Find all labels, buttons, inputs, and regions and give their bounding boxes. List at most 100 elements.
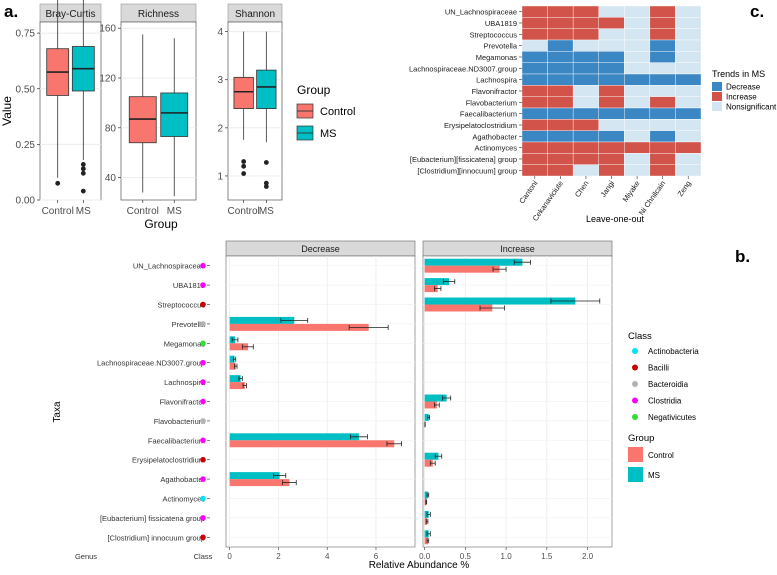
bar-prevotella-control (229, 323, 369, 331)
heatmap-cell-eubacterium-fissicatena-group-zeng (675, 153, 702, 165)
column-label-jangi: Jangi (598, 179, 616, 199)
taxon-label-eubacterium-fissicatena-group: [Eubacterium] fissicatena group (100, 514, 205, 523)
heatmap-cell-lachnospiraceae-nd3007-group-jangi (598, 62, 625, 75)
taxon-label-erysipelatoclostridium: Erysipelatoclostridium (132, 456, 205, 465)
row-label-flavonifractor: Flavonifractor (472, 87, 518, 96)
heatmap-cell-clostridium-innocuum-group-cekanaviciute (547, 164, 574, 177)
row-label-streptococcus: Streptococcus (469, 30, 517, 39)
heatmap-legend-title: Trends in MS (712, 69, 765, 79)
facet-label-decrease: Decrease (301, 244, 340, 254)
column-label-cantoni: Cantoni (517, 179, 539, 206)
heatmap-cell-flavobacterium-ni-chnilcain (649, 96, 676, 109)
row-label-actinomyces: Actinomyces (474, 144, 517, 153)
bar-faecalibacterium-control (229, 440, 395, 448)
heatmap-cell-prevotella-zeng (675, 39, 702, 52)
heatmap-cell-lachnospira-cekanaviciute (547, 73, 574, 86)
x-tick-label-increase: 1.5 (541, 552, 553, 561)
heatmap-cell-un-lachnospiraceae-ni-chnilcain (649, 5, 676, 18)
group-legend-label-control: Control (648, 451, 674, 460)
x-tick-label-shannon-ms: MS (259, 206, 274, 217)
x-tick-label-increase: 0.5 (460, 552, 472, 561)
class-legend-label-clostridia: Clostridia (648, 397, 682, 406)
heatmap-cell-streptococcus-ni-chnilcain (649, 28, 676, 41)
bar-prevotella-ms (229, 316, 295, 324)
heatmap-cell-eubacterium-fissicatena-group-chen (572, 153, 599, 165)
heatmap-cell-flavonifractor-cantoni (521, 85, 548, 97)
heatmap-cell-un-lachnospiraceae-chen (572, 5, 599, 18)
heatmap-legend-label-nonsignificant: Nonsignificant (726, 103, 777, 112)
outlier-point-bray-curtis-ms (80, 162, 86, 167)
heatmap-cell-uba1819-zeng (675, 17, 702, 29)
heatmap-cell-actinomyces-zeng (675, 141, 702, 154)
y-tick-label-bray-curtis: 0.50 (16, 84, 36, 95)
bar-flavonifractor-ms (424, 394, 447, 402)
taxon-label-clostridium-innocuum-group: [Clostridium] innocuum group (107, 533, 205, 542)
box-shannon-ms (256, 69, 277, 109)
heatmap-legend-key-nonsignificant (712, 102, 722, 111)
heatmap-cell-lachnospira-jangi (598, 73, 625, 86)
heatmap-cell-flavobacterium-jangi (598, 96, 625, 109)
heatmap-cell-un-lachnospiraceae-miyake (624, 5, 651, 18)
y-axis-title: Value (0, 96, 14, 126)
heatmap-cell-flavobacterium-cekanaviciute (547, 96, 574, 109)
heatmap-cell-lachnospira-zeng (675, 73, 702, 86)
facet-label-shannon: Shannon (235, 9, 275, 20)
taxon-label-agathobacter: Agathobacter (160, 475, 205, 484)
x-tick-label-bray-curtis-ms: MS (76, 206, 91, 217)
row-label-un-lachnospiraceae: UN_Lachnospiraceae (445, 8, 517, 17)
heatmap-cell-erysipelatoclostridium-ni-chnilcain (649, 119, 676, 131)
class-legend-title: Class (628, 331, 652, 342)
class-dot-eubacterium-fissicatena-group (200, 515, 206, 521)
x-tick-label-bray-curtis-control: Control (42, 206, 74, 217)
bar-flavonifractor-control (424, 401, 437, 409)
heatmap-cell-uba1819-miyake (624, 17, 651, 29)
heatmap-cell-flavonifractor-zeng (675, 85, 702, 97)
row-label-prevotella: Prevotella (484, 42, 518, 51)
bar-streptococcus-ms (424, 297, 576, 305)
bar-eubacterium-fissicatena-group-ms (424, 510, 429, 518)
heatmap-cell-flavonifractor-jangi (598, 85, 625, 97)
heatmap-cell-agathobacter-ni-chnilcain (649, 130, 676, 143)
class-dot-streptococcus (200, 301, 206, 308)
heatmap-cell-uba1819-ni-chnilcain (649, 17, 676, 29)
outlier-point-bray-curtis-ms (80, 166, 86, 172)
class-legend-label-bacilli: Bacilli (648, 364, 669, 373)
bar-agathobacter-ms (229, 472, 280, 480)
facet-label-increase: Increase (500, 244, 535, 254)
bar-lachnospira-ms (229, 375, 241, 383)
heatmap-cell-megamonas-miyake (624, 51, 651, 63)
bar-lachnospiraceae-nd3007-group-ms (229, 355, 235, 363)
outlier-point-shannon-ms (263, 180, 269, 186)
heatmap-cell-lachnospira-miyake (624, 73, 651, 86)
taxon-label-flavobacterium: Flavobacterium (154, 417, 205, 426)
x-tick-label-decrease: 0 (227, 552, 232, 561)
heatmap-cell-actinomyces-cekanaviciute (547, 141, 574, 154)
heatmap-cell-streptococcus-jangi (598, 28, 625, 41)
column-label-ni-chnilcain: Ni Chnilcain (637, 179, 667, 217)
heatmap-cell-megamonas-chen (572, 51, 599, 63)
class-header: Class (194, 552, 213, 561)
column-label-chen: Chen (573, 179, 591, 199)
class-dot-prevotella (200, 321, 206, 327)
heatmap-legend-key-decrease (712, 82, 722, 91)
heatmap-cell-agathobacter-cekanaviciute (547, 130, 574, 143)
class-dot-uba1819 (200, 282, 206, 288)
legend-label-ms: MS (320, 128, 337, 140)
panel-c-heatmap: UN_Lachnospiraceae UBA1819 Streptococcus Pr… (409, 5, 777, 224)
row-label-erysipelatoclostridium: Erysipelatoclostridium (444, 121, 517, 130)
outlier-point-shannon-ms (263, 184, 269, 189)
class-dot-flavobacterium (200, 418, 206, 424)
heatmap-cell-actinomyces-ni-chnilcain (649, 141, 676, 154)
heatmap-cell-agathobacter-jangi (598, 130, 625, 143)
class-legend-key-bacilli (632, 364, 638, 371)
y-tick-label-shannon: 1 (217, 171, 223, 182)
heatmap-cell-prevotella-chen (572, 39, 599, 52)
heatmap-cell-actinomyces-chen (572, 141, 599, 154)
x-tick-label-decrease: 6 (374, 552, 379, 561)
row-label-flavobacterium: Flavobacterium (466, 98, 517, 107)
outlier-point-shannon-control (241, 159, 247, 164)
heatmap-cell-lachnospiraceae-nd3007-group-miyake (624, 62, 651, 75)
heatmap-legend-label-increase: Increase (726, 93, 757, 102)
class-dot-lachnospira (200, 379, 206, 385)
